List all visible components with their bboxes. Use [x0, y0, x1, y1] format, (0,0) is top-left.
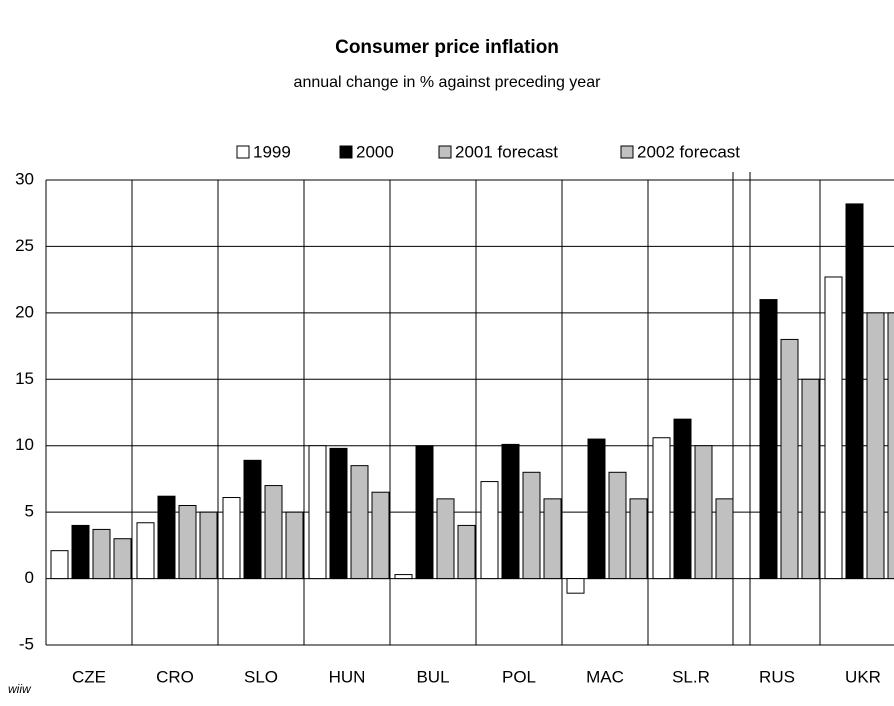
legend-swatch	[339, 145, 353, 159]
bar	[652, 437, 671, 580]
bar	[801, 378, 820, 580]
bar	[866, 312, 885, 580]
x-tick-label: HUN	[329, 667, 366, 686]
x-tick-label: CRO	[156, 667, 194, 686]
x-tick-label: SLO	[244, 667, 278, 686]
x-tick-label: SL.R	[672, 667, 710, 686]
bar	[92, 528, 111, 580]
x-tick-label: CZE	[72, 667, 106, 686]
y-tick-label: 10	[15, 435, 34, 454]
bar	[71, 524, 90, 580]
legend-label: 2002 forecast	[637, 142, 740, 161]
chart-subtitle: annual change in % against preceding yea…	[294, 74, 602, 91]
bar	[113, 538, 132, 580]
legend-swatch	[236, 145, 250, 159]
bar	[394, 574, 413, 580]
bar	[199, 511, 218, 580]
bar	[501, 443, 520, 580]
legend-label: 2001 forecast	[455, 142, 558, 161]
x-tick-label: BUL	[416, 667, 449, 686]
bar	[522, 471, 541, 580]
bar	[845, 203, 864, 580]
bar	[629, 498, 648, 580]
bar	[222, 497, 241, 580]
y-tick-label: 5	[25, 502, 34, 521]
bar	[264, 485, 283, 580]
bar	[136, 522, 155, 580]
bar	[780, 338, 799, 580]
bar	[308, 445, 327, 580]
bar	[457, 524, 476, 580]
y-tick-label: 0	[25, 568, 34, 587]
x-tick-label: MAC	[586, 667, 624, 686]
bar	[759, 299, 778, 580]
bar	[178, 505, 197, 580]
bar	[715, 498, 734, 580]
bar	[436, 498, 455, 580]
y-tick-label: 15	[15, 369, 34, 388]
x-tick-label: POL	[502, 667, 536, 686]
bar	[50, 550, 69, 580]
bar	[371, 491, 390, 580]
chart-title: Consumer price inflation	[335, 37, 559, 58]
y-tick-label: -5	[19, 634, 34, 653]
y-tick-label: 30	[15, 169, 34, 188]
legend-swatch	[620, 145, 634, 159]
bar	[824, 276, 843, 580]
bar	[415, 445, 434, 580]
bar	[480, 481, 499, 580]
bar	[285, 511, 304, 580]
bar	[587, 438, 606, 580]
bar	[350, 465, 369, 580]
x-tick-label: RUS	[759, 667, 795, 686]
bar	[243, 459, 262, 580]
bar	[566, 578, 585, 594]
legend-label: 1999	[253, 142, 291, 161]
bar	[543, 498, 562, 580]
bar	[608, 471, 627, 580]
bar	[694, 445, 713, 580]
y-tick-label: 25	[15, 236, 34, 255]
y-tick-label: 20	[15, 302, 34, 321]
bar	[157, 495, 176, 580]
legend-swatch	[438, 145, 452, 159]
bar	[887, 312, 894, 580]
bar	[673, 418, 692, 580]
x-tick-label: UKR	[845, 667, 881, 686]
source: wiiw	[8, 682, 32, 696]
legend-label: 2000	[356, 142, 394, 161]
bar	[329, 447, 348, 580]
